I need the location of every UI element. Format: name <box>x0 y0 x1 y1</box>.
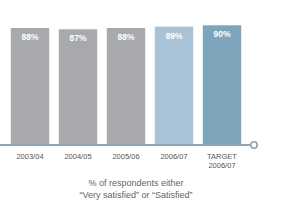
bar <box>203 25 241 145</box>
bar <box>155 27 193 145</box>
bar <box>107 28 145 145</box>
x-tick-label: 2006/07 <box>160 152 187 161</box>
x-tick-label: TARGET2006/07 <box>207 152 237 170</box>
data-label: 88% <box>21 32 38 42</box>
data-label: 89% <box>165 31 182 41</box>
bar <box>11 28 49 145</box>
x-tick-label: 2005/06 <box>112 152 139 161</box>
x-tick-label: 2003/04 <box>16 152 43 161</box>
chart-container: 88% 87% 88% 89% 90% 2003/04 2004/05 2005/06 2006… <box>0 0 288 222</box>
chart-svg: 88% 87% 88% 89% 90% 2003/04 2004/05 2005/06 2006… <box>0 0 288 222</box>
baseline <box>0 144 250 146</box>
axis-end-dot <box>251 142 257 148</box>
data-label: 88% <box>117 32 134 42</box>
bars <box>11 25 241 145</box>
x-tick-label: 2004/05 <box>64 152 91 161</box>
bar <box>59 29 97 145</box>
x-axis-label: % of respondents either“Very satisfied” … <box>79 178 192 200</box>
data-label: 90% <box>213 29 230 39</box>
data-label: 87% <box>69 33 86 43</box>
